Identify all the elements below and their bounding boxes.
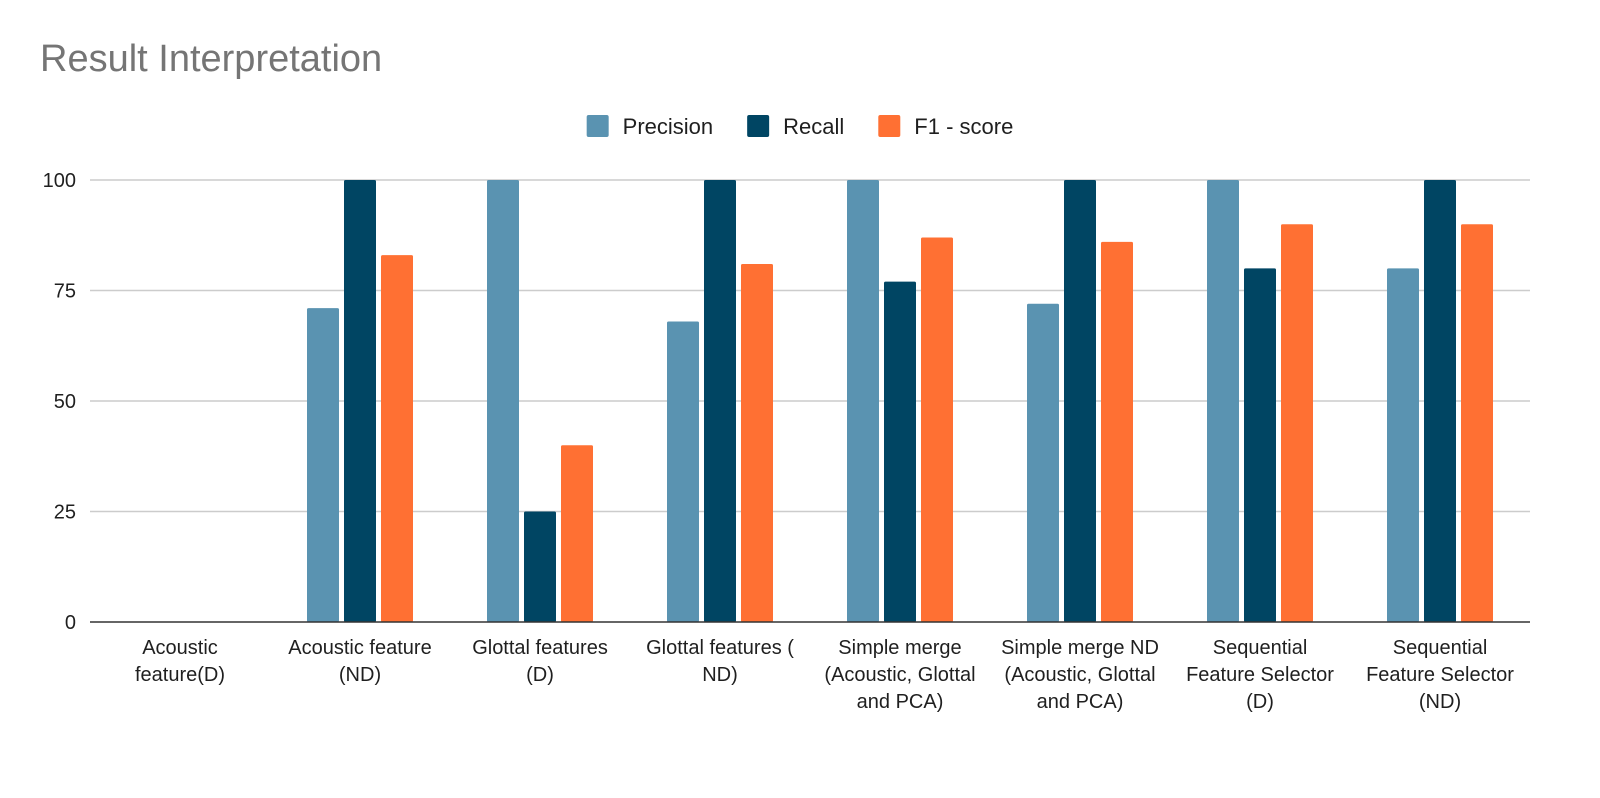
- legend-label: Recall: [783, 114, 844, 139]
- x-axis-categories: Acoustic feature(D) Acoustic feature (ND) Gl…: [135, 637, 1514, 713]
- bar-precision-2: [487, 180, 519, 622]
- bar-precision-6: [1207, 180, 1239, 622]
- legend-item-precision[interactable]: Precision: [586, 114, 713, 139]
- legend-swatch: [586, 115, 609, 137]
- y-tick-label: 0: [65, 612, 76, 634]
- x-category-label: Simple merge (Acoustic, Glottal and PCA): [824, 637, 975, 713]
- x-category-label: Sequential Feature Selector (D): [1186, 637, 1334, 713]
- x-category-label: Simple merge ND (Acoustic, Glottal and PCA…: [1001, 637, 1159, 713]
- bar-f1-score-5: [1101, 241, 1133, 622]
- bar-recall-2: [524, 511, 556, 622]
- y-tick-label: 75: [54, 281, 76, 303]
- legend-label: F1 - score: [914, 114, 1013, 139]
- legend-swatch: [747, 115, 770, 137]
- legend[interactable]: Precision Recall F1 - score: [586, 114, 1014, 139]
- bar-recall-4: [884, 281, 916, 622]
- chart-title: Result Interpretation: [40, 38, 383, 80]
- bar-recall-1: [344, 180, 376, 622]
- bar-recall-6: [1244, 268, 1276, 622]
- y-tick-label: 50: [54, 391, 76, 413]
- bar-f1-score-3: [741, 263, 773, 622]
- legend-item-recall[interactable]: Recall: [747, 114, 844, 139]
- bar-recall-3: [704, 180, 736, 622]
- bar-f1-score-7: [1461, 224, 1493, 622]
- x-category-label: Acoustic feature (ND): [288, 637, 431, 686]
- legend-swatch: [878, 115, 901, 137]
- x-category-label: Glottal features (D): [472, 637, 608, 686]
- legend-item-f1-score[interactable]: F1 - score: [878, 114, 1013, 139]
- bar-f1-score-4: [921, 237, 953, 622]
- bar-f1-score-2: [561, 445, 593, 622]
- bar-recall-7: [1424, 180, 1456, 622]
- bar-precision-1: [307, 308, 339, 622]
- y-tick-label: 100: [43, 170, 76, 192]
- x-category-label: Glottal features (ND): [646, 637, 794, 686]
- bar-precision-3: [667, 321, 699, 622]
- bar-f1-score-6: [1281, 224, 1313, 622]
- gridlines: [90, 179, 1530, 513]
- bar-precision-7: [1387, 268, 1419, 622]
- bars: [307, 180, 1493, 622]
- x-category-label: Acoustic feature(D): [135, 637, 225, 686]
- bar-precision-4: [847, 180, 879, 622]
- bar-f1-score-1: [381, 255, 413, 622]
- y-tick-label: 25: [54, 502, 76, 524]
- bar-recall-5: [1064, 180, 1096, 622]
- legend-label: Precision: [623, 114, 713, 139]
- bar-precision-5: [1027, 303, 1059, 622]
- y-axis-ticks: 0 25 50 75 100: [43, 170, 76, 634]
- x-category-label: Sequential Feature Selector (ND): [1366, 637, 1514, 713]
